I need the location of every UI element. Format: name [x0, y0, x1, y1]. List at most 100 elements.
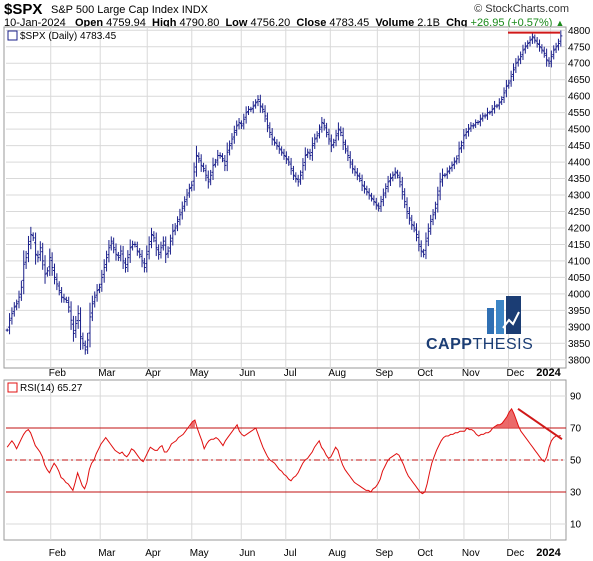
price-y-tick-label: 4000: [568, 289, 591, 300]
price-bar: [457, 141, 461, 164]
price-bar: [206, 170, 210, 189]
price-bar: [45, 267, 49, 277]
price-bar: [370, 192, 374, 202]
price-bar: [190, 181, 194, 192]
price-bar: [67, 296, 71, 313]
price-bar: [183, 196, 187, 212]
price-bar: [187, 183, 191, 198]
price-y-axis: 3800 3850 3900 3950 4000 4050 4100 4150 4200 4250…: [568, 26, 591, 366]
change-label: Chg: [446, 17, 468, 29]
high-value: 4790.80: [179, 17, 220, 29]
price-bar: [455, 155, 459, 165]
price-bar: [197, 152, 201, 163]
price-bar: [346, 145, 350, 162]
rsi-legend-swatch-icon: [7, 382, 18, 393]
price-bar: [412, 221, 416, 233]
rsi-x-tick-label: Nov: [462, 548, 480, 559]
price-bar: [29, 226, 33, 250]
price-bar: [306, 148, 310, 159]
price-bar: [261, 103, 265, 114]
price-bar: [232, 125, 236, 144]
price-bar: [509, 70, 513, 87]
price-bar: [244, 106, 248, 124]
price-bar: [360, 174, 364, 192]
index-full-name: S&P 500 Large Cap Index: [51, 4, 179, 16]
stockcharts-credit: © StockCharts.com: [474, 3, 569, 15]
price-bar: [159, 241, 163, 259]
price-bar: [377, 202, 381, 212]
price-bar: [105, 250, 109, 272]
price-y-tick-label: 4200: [568, 223, 591, 234]
price-bar: [263, 105, 267, 123]
price-bar: [102, 259, 106, 283]
price-bar: [459, 140, 463, 153]
price-bar: [166, 246, 170, 259]
price-y-tick-label: 4300: [568, 191, 591, 202]
price-bar: [322, 118, 326, 131]
price-bar: [220, 153, 224, 163]
price-bar: [194, 145, 198, 177]
price-bar: [135, 241, 139, 256]
price-y-tick-label: 4250: [568, 207, 591, 218]
price-bar: [213, 158, 217, 168]
price-bar: [270, 128, 274, 146]
price-y-tick-label: 3900: [568, 322, 591, 333]
rsi-y-tick-label: 70: [570, 424, 582, 435]
price-bar: [10, 307, 14, 325]
price-bar: [17, 290, 21, 309]
price-bar: [500, 96, 504, 105]
price-bar: [424, 232, 428, 260]
price-bar: [15, 299, 19, 311]
low-label: Low: [225, 17, 248, 29]
price-bar: [204, 164, 208, 182]
price-bar: [400, 176, 404, 200]
rsi-reference-lines: [6, 427, 566, 493]
price-y-tick-label: 3850: [568, 339, 591, 350]
price-bar: [86, 332, 90, 355]
price-bar: [249, 106, 253, 112]
price-x-axis: Feb Mar Apr May Jun Jul Aug Sep Oct Nov Dec 2024: [49, 367, 562, 379]
price-bar: [519, 51, 523, 65]
price-bar: [22, 250, 26, 295]
rsi-x-tick-label: Mar: [98, 548, 116, 559]
price-bar: [79, 307, 83, 350]
price-bar: [164, 236, 168, 264]
price-bar: [538, 39, 542, 52]
price-bar: [53, 263, 57, 285]
price-bar: [176, 216, 180, 232]
rsi-legend-text: RSI(14) 65.27: [20, 383, 83, 394]
price-bar: [554, 42, 558, 54]
price-bar: [258, 94, 262, 113]
price-bar: [81, 332, 85, 350]
price-bar: [549, 50, 553, 68]
price-bar: [559, 30, 563, 47]
price-bar: [71, 315, 75, 342]
price-bar: [310, 137, 314, 161]
price-bar: [448, 165, 452, 175]
price-bar: [242, 113, 246, 130]
rsi-x-tick-label: 2024: [536, 547, 561, 559]
price-bar: [142, 257, 146, 273]
price-bar: [462, 129, 466, 150]
price-bar: [173, 223, 177, 236]
rsi-x-tick-label: Dec: [506, 548, 524, 559]
price-bar: [471, 122, 475, 129]
price-bar: [535, 37, 539, 48]
price-bar: [237, 117, 241, 130]
price-y-tick-label: 4500: [568, 125, 591, 136]
price-legend-text: $SPX (Daily) 4783.45: [20, 31, 117, 42]
price-bar: [433, 201, 437, 220]
price-bar: [320, 117, 324, 133]
price-bar: [192, 162, 196, 191]
price-bar: [336, 122, 340, 141]
price-bar: [372, 195, 376, 206]
price-bar: [19, 280, 23, 301]
price-bar: [280, 146, 284, 156]
price-bar: [74, 316, 78, 338]
price-bar: [386, 175, 390, 193]
price-bar: [502, 87, 506, 104]
price-bar: [12, 302, 16, 317]
price-bar: [414, 223, 418, 242]
price-x-tick-label: Jul: [284, 368, 297, 379]
price-y-tick-label: 4650: [568, 75, 591, 86]
